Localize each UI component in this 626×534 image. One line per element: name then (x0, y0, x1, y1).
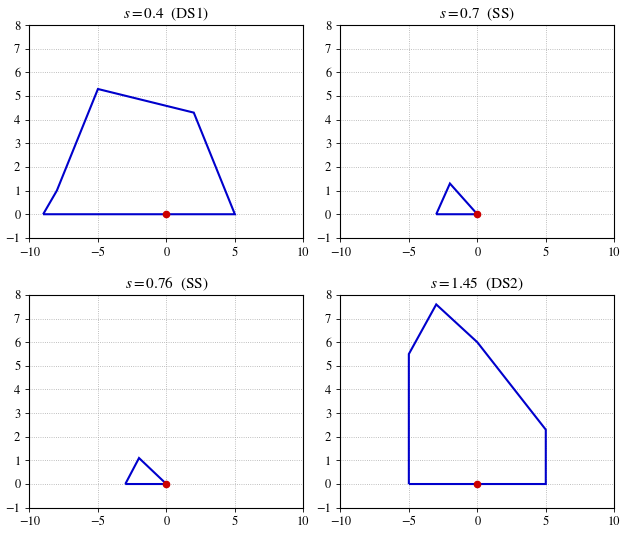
Title: $s = 0.7$  (SS): $s = 0.7$ (SS) (439, 5, 515, 23)
Title: $s = 0.4$  (DS1): $s = 0.4$ (DS1) (123, 5, 210, 23)
Title: $s = 1.45$  (DS2): $s = 1.45$ (DS2) (431, 276, 524, 293)
Title: $s = 0.76$  (SS): $s = 0.76$ (SS) (125, 276, 208, 293)
